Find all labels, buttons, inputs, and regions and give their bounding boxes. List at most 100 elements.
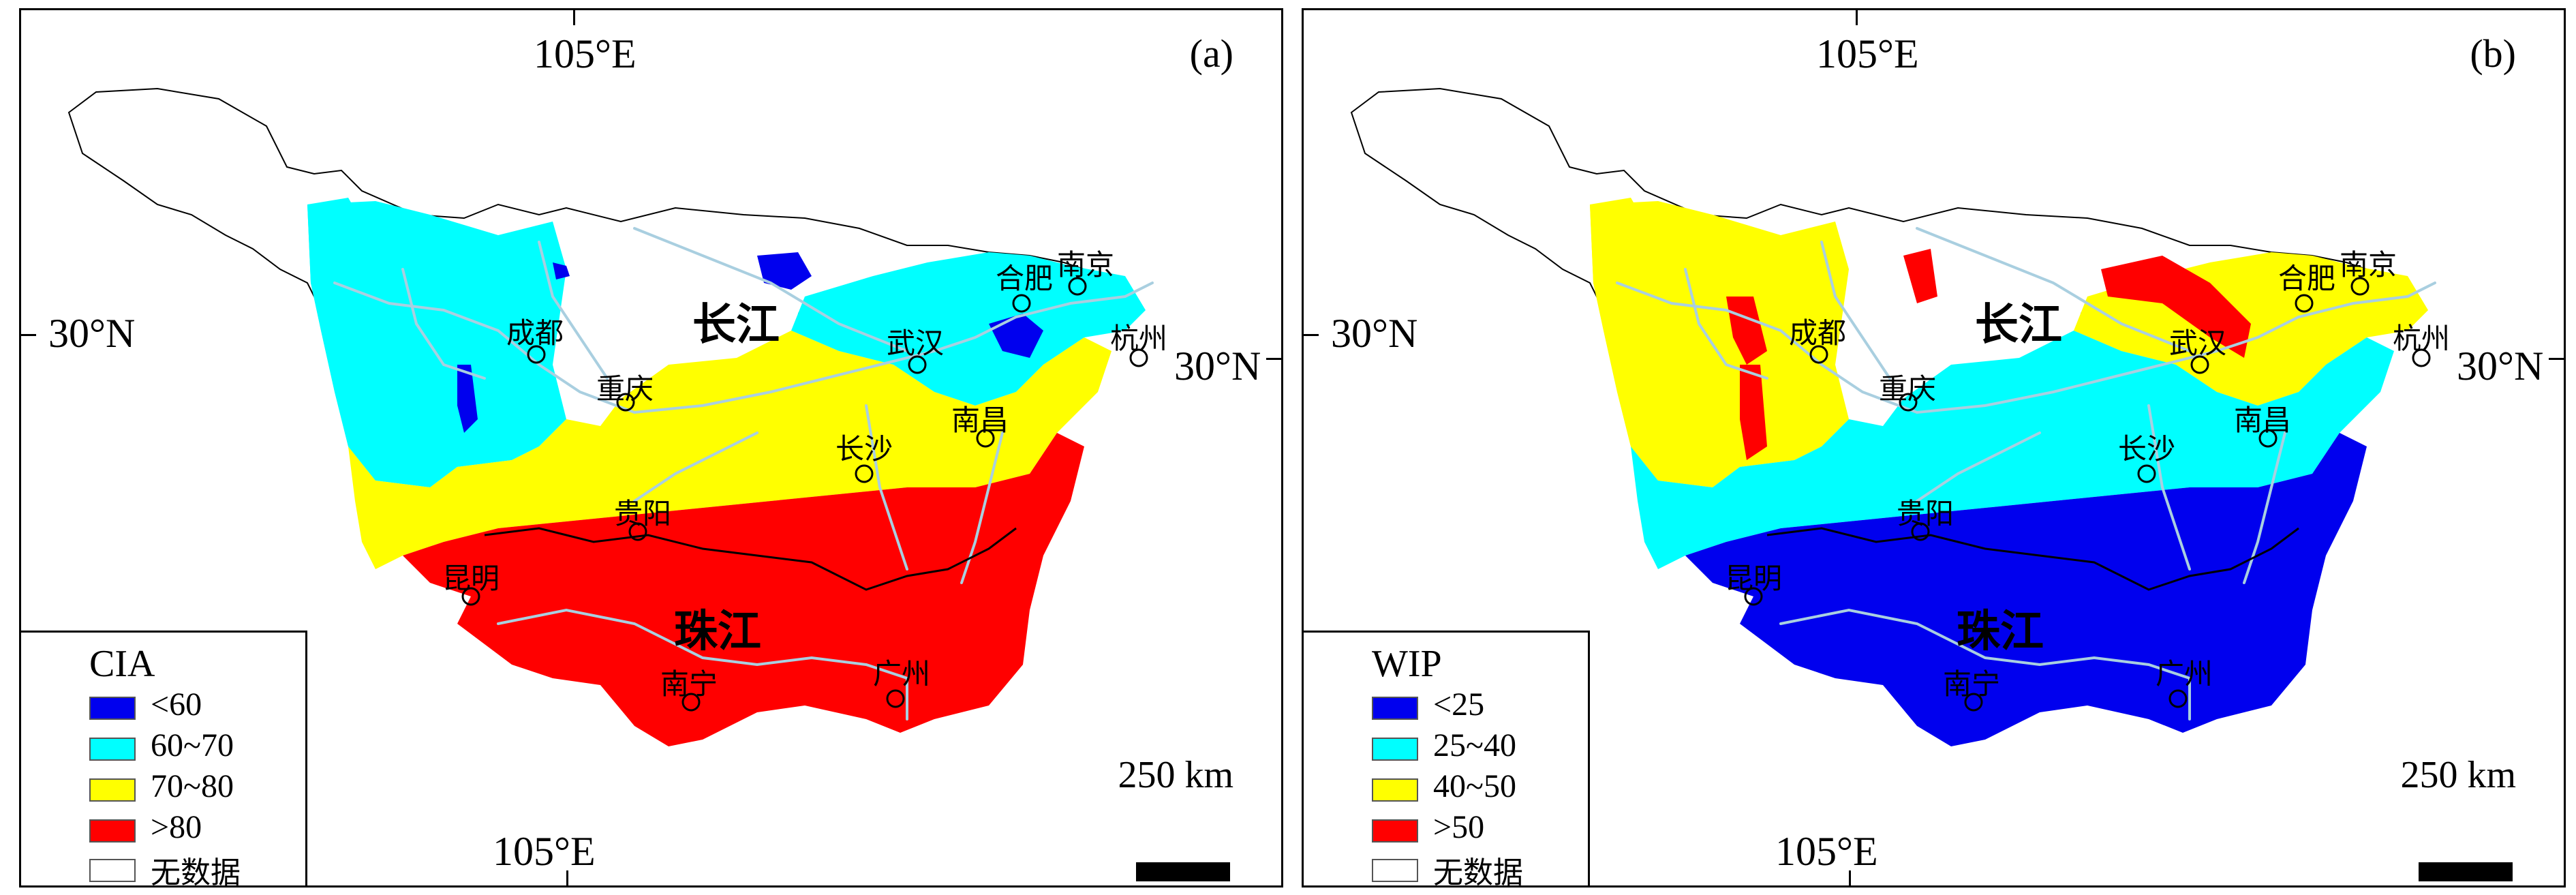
city-label-nanjing: 南京 [1057, 248, 1115, 282]
yangtze-river [1616, 282, 2436, 414]
city-marker-guangzhou [886, 689, 905, 708]
legend-label: <25 [1433, 686, 1485, 723]
legend-swatch [1372, 738, 1418, 761]
lon-tick-bottom [1849, 870, 1851, 885]
patch-4 [1903, 249, 1937, 303]
legend-swatch [89, 778, 136, 802]
city-marker-chengdu [527, 345, 546, 364]
legend-label: 25~40 [1433, 727, 1516, 763]
han-river [1916, 227, 2191, 352]
latitude-label-left: 30°N [48, 311, 136, 356]
legend-label: 60~70 [151, 727, 234, 763]
basin-divide [1766, 527, 2299, 591]
city-label-nanchang: 南昌 [951, 404, 1009, 437]
latitude-label-right: 30°N [1174, 344, 1261, 389]
patch-3 [457, 365, 478, 433]
scale-bar [2419, 862, 2513, 881]
city-marker-hefei [1012, 294, 1031, 313]
pearl-river [497, 608, 908, 720]
legend: WIP <25 25~40 40~50 >50 无数据 [1304, 631, 1590, 888]
legend-swatch [1372, 819, 1418, 843]
legend-label: 无数据 [1433, 855, 1523, 888]
data-zones [307, 198, 1146, 746]
river-label-yangtze: 长江 [1975, 300, 2062, 350]
legend: CIA <60 60~70 70~80 >80 无数据 [21, 631, 307, 888]
city-marker-nanning [681, 693, 701, 712]
lon-tick-bottom [566, 870, 568, 885]
zone-north-west [307, 198, 416, 481]
city-marker-chengdu [1809, 345, 1828, 364]
latitude-label-right: 30°N [2457, 344, 2544, 389]
zone-south [1685, 433, 2367, 746]
gan-river [960, 431, 1004, 584]
city-label-hefei: 合肥 [996, 262, 1054, 295]
city-label-wuhan: 武汉 [2169, 327, 2227, 360]
city-label-guangzhou: 广州 [873, 657, 931, 691]
yangtze-river [333, 282, 1154, 414]
river-label-yangtze: 长江 [692, 300, 780, 350]
city-label-nanning: 南宁 [660, 667, 718, 701]
legend-swatch [89, 738, 136, 761]
city-label-guangzhou: 广州 [2156, 657, 2213, 691]
city-marker-wuhan [908, 355, 927, 374]
city-label-hangzhou: 杭州 [2393, 322, 2451, 355]
min-river [401, 268, 486, 380]
basin-map-b [1350, 87, 2436, 746]
legend-swatch [1372, 859, 1418, 882]
longitude-label-top: 105°E [1816, 31, 1919, 76]
city-marker-nanchang [2258, 429, 2278, 448]
patch-3 [1740, 365, 1767, 460]
city-marker-guiyang [628, 522, 647, 541]
city-label-changsha: 长沙 [835, 432, 893, 466]
scale-bar-label: 250 km [1118, 754, 1233, 796]
rivers [333, 227, 1154, 720]
xiang-river [865, 404, 908, 571]
city-marker-kunming [1744, 587, 1763, 606]
longitude-label-bottom: 105°E [493, 829, 596, 874]
river-label-pearl: 珠江 [674, 607, 761, 657]
zone-central [348, 331, 1111, 569]
legend-swatch [89, 859, 136, 882]
gan-river [2243, 431, 2286, 584]
xiang-river [2147, 404, 2191, 571]
city-label-nanjing: 南京 [2340, 248, 2397, 282]
city-label-kunming: 昆明 [1725, 562, 1783, 595]
wu-river [633, 431, 758, 502]
city-label-guiyang: 贵阳 [614, 497, 672, 530]
panel-label: (b) [2470, 31, 2516, 76]
lat-tick-right [1266, 358, 1281, 360]
longitude-label-bottom: 105°E [1775, 829, 1878, 874]
city-label-hangzhou: 杭州 [1110, 322, 1168, 355]
zone-north-east [791, 252, 1146, 406]
city-marker-hangzhou [2412, 348, 2431, 367]
lat-tick-left [1304, 334, 1319, 336]
wu-river [1916, 431, 2041, 502]
longitude-label-top: 105°E [534, 31, 637, 76]
lat-tick-left [21, 334, 36, 336]
city-label-chongqing: 重庆 [1879, 372, 1937, 406]
city-markers [461, 277, 1148, 712]
lon-tick-top [573, 10, 575, 25]
city-marker-hangzhou [1129, 348, 1148, 367]
scale-bar [1136, 862, 1230, 881]
city-marker-hefei [2295, 294, 2314, 313]
legend-label: 40~50 [1433, 768, 1516, 804]
han-river [633, 227, 908, 352]
city-label-wuhan: 武汉 [887, 327, 945, 360]
legend-title: CIA [89, 643, 155, 685]
legend-label: <60 [151, 686, 202, 723]
city-marker-wuhan [2190, 355, 2209, 374]
legend-label: 无数据 [151, 855, 241, 888]
map-panel-a: (a) 105°E 105°E 30°N 30°N 长江 珠江 成都 重庆 贵阳… [19, 8, 1283, 888]
legend-label: >80 [151, 809, 202, 845]
zone-north-west [1590, 198, 1699, 481]
city-marker-nanning [1964, 693, 1983, 712]
city-marker-kunming [461, 587, 480, 606]
city-label-nanchang: 南昌 [2234, 404, 2292, 437]
city-marker-changsha [2137, 464, 2156, 483]
city-label-chengdu: 成都 [1789, 316, 1847, 350]
latitude-label-left: 30°N [1331, 311, 1418, 356]
city-marker-guangzhou [2168, 689, 2188, 708]
scale-bar-label: 250 km [2400, 754, 2516, 796]
city-marker-nanchang [976, 429, 995, 448]
